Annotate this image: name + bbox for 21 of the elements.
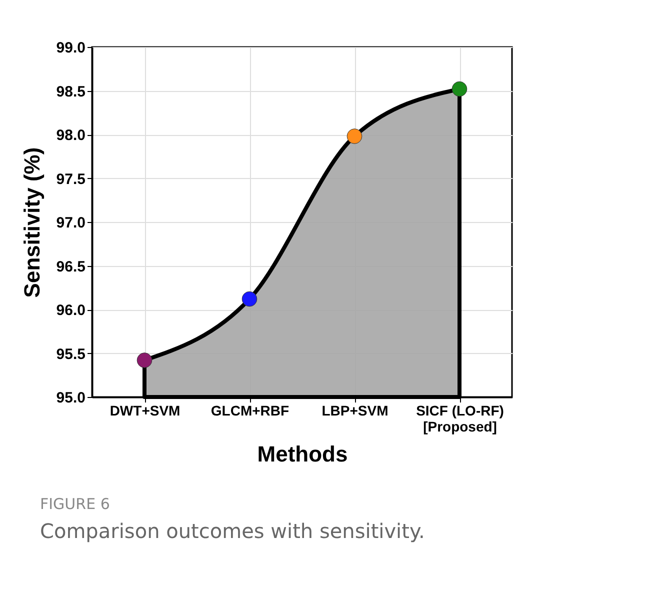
y-tick-label: 97.0 bbox=[56, 214, 86, 232]
y-tick-label: 98.5 bbox=[56, 83, 86, 100]
y-tick-label: 96.0 bbox=[56, 302, 86, 319]
x-tick-label: GLCM+RBF bbox=[210, 402, 290, 418]
x-axis-title: Methods bbox=[257, 442, 348, 466]
y-tick-label: 95.0 bbox=[56, 390, 86, 406]
y-axis-title: Sensitivity (%) bbox=[19, 147, 44, 298]
y-tick-label: 99.0 bbox=[56, 40, 86, 56]
y-tick-label: 96.5 bbox=[56, 258, 86, 276]
x-tick-label: DWT+SVM bbox=[110, 402, 180, 418]
x-tick-label: LBP+SVM bbox=[322, 402, 388, 418]
point bbox=[242, 291, 258, 307]
point bbox=[136, 352, 152, 368]
caption: FIGURE 6 bbox=[40, 495, 111, 513]
x-tick-label: SICF (LO-RF) [Proposed] bbox=[416, 402, 504, 434]
y-tick-label: 97.5 bbox=[56, 170, 86, 188]
y-tick-label: 95.5 bbox=[56, 346, 86, 363]
text: Comparison outcomes with sensitivity. bbox=[40, 519, 426, 543]
y-tick-label: 98.0 bbox=[56, 127, 86, 144]
point bbox=[346, 128, 362, 144]
point bbox=[452, 81, 468, 97]
